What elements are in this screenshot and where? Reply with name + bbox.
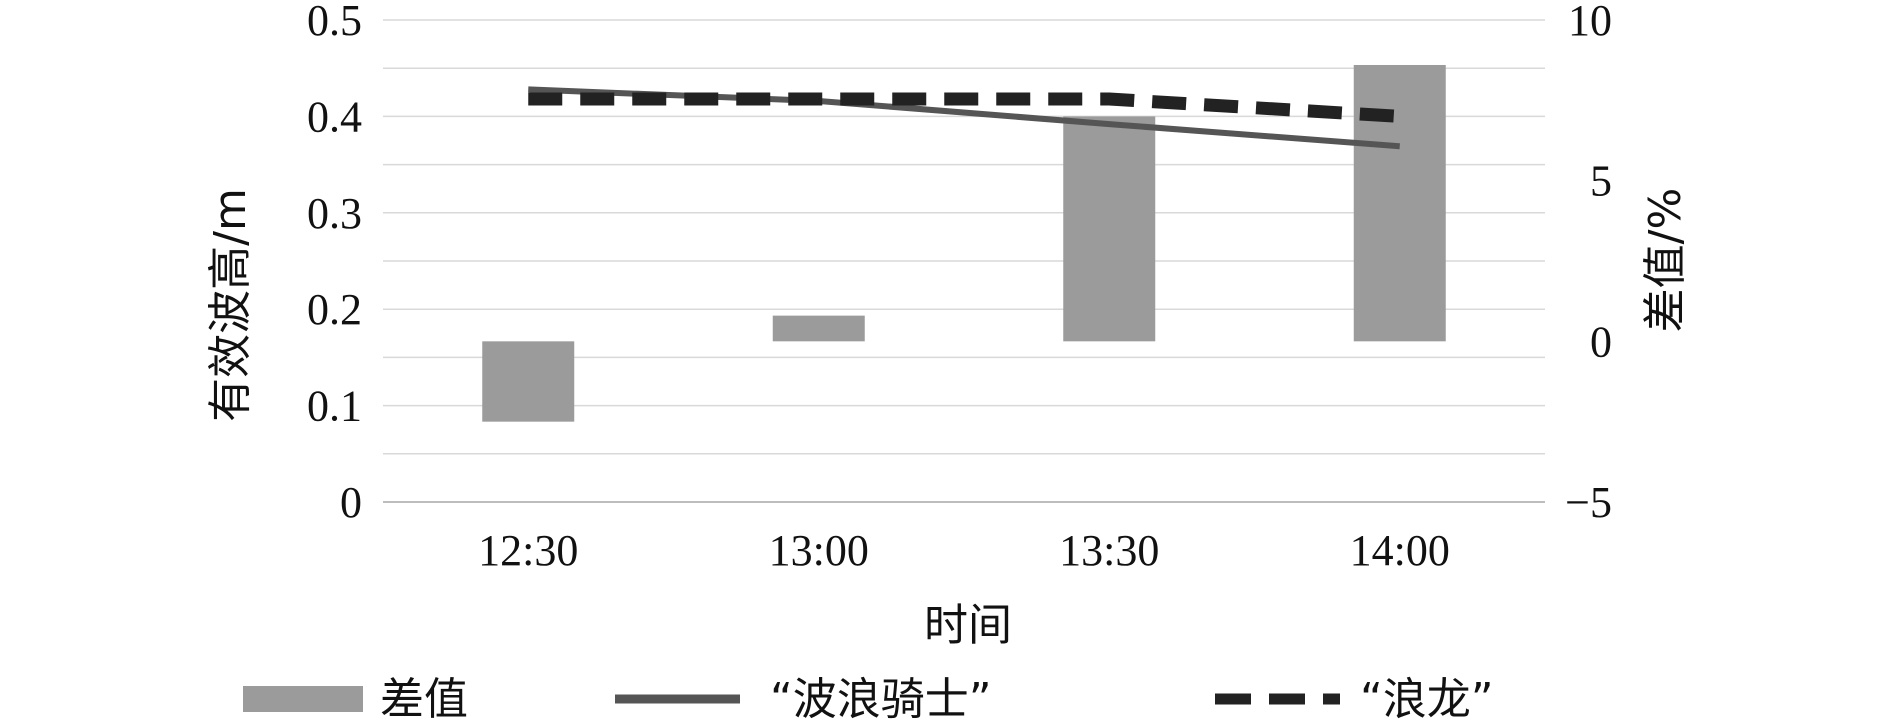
y-tick-label: 0.2	[307, 285, 362, 334]
y-tick-label: 0	[340, 478, 362, 527]
x-tick-label: 14:00	[1350, 526, 1450, 575]
legend-swatch-bar	[243, 686, 363, 712]
grid-lines	[383, 19, 1545, 503]
y-right-tick-label: −5	[1565, 478, 1612, 527]
bar	[772, 315, 865, 342]
x-tick-label: 13:00	[769, 526, 869, 575]
y-axis-title: 有效波高/m	[205, 188, 256, 422]
y-axis-right-title: 差值/%	[1640, 188, 1691, 333]
lines	[528, 86, 1401, 150]
y-tick-label: 0.4	[307, 92, 362, 141]
left-axis-ticks: 0 0.1 0.2 0.3 0.4 0.5	[307, 0, 362, 527]
bar	[1353, 64, 1446, 342]
series-line-wave-rider	[528, 86, 1400, 150]
y-tick-label: 0.1	[307, 382, 362, 431]
y-right-tick-label: 10	[1568, 0, 1612, 45]
y-right-tick-label: 5	[1590, 157, 1612, 206]
x-axis-ticks: 12:30 13:00 13:30 14:00	[478, 526, 1450, 575]
right-axis-ticks: −5 0 5 10	[1565, 0, 1612, 527]
legend: 差值 “波浪骑士” “浪龙”	[243, 674, 1494, 725]
y-tick-label: 0.5	[307, 0, 362, 45]
x-tick-label: 12:30	[478, 526, 578, 575]
y-right-tick-label: 0	[1590, 317, 1612, 366]
series-line-lang-long	[528, 92, 1401, 123]
bars	[482, 64, 1446, 422]
x-tick-label: 13:30	[1059, 526, 1159, 575]
bar	[482, 341, 575, 422]
y-tick-label: 0.3	[307, 189, 362, 238]
legend-label-lang-long: “浪龙”	[1360, 674, 1494, 725]
bar	[1063, 116, 1156, 342]
legend-label-wave-rider: “波浪骑士”	[770, 674, 992, 725]
x-axis-title: 时间	[924, 600, 1012, 651]
legend-label-diff: 差值	[380, 674, 468, 725]
